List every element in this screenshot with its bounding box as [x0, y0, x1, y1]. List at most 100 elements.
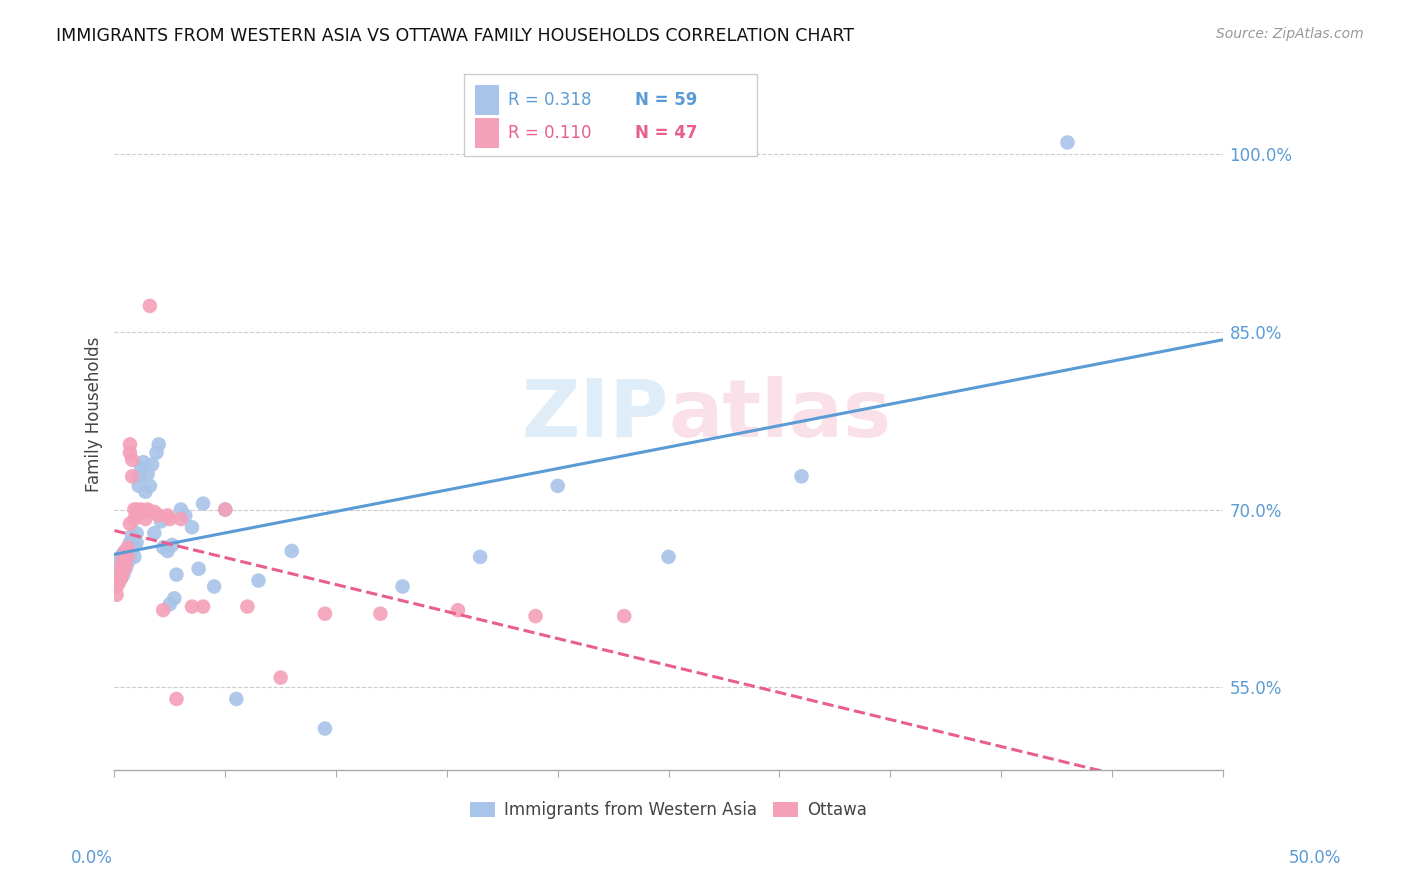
- Text: Source: ZipAtlas.com: Source: ZipAtlas.com: [1216, 27, 1364, 41]
- Point: [125, 502, 148, 516]
- Point: [110, 562, 132, 576]
- Point: [139, 479, 162, 493]
- Point: [790, 469, 813, 483]
- Point: [128, 505, 150, 519]
- Point: [121, 452, 143, 467]
- Point: [391, 579, 413, 593]
- Point: [191, 599, 214, 614]
- Point: [214, 502, 236, 516]
- Point: [170, 502, 193, 516]
- Point: [128, 469, 150, 483]
- Point: [141, 458, 163, 472]
- Point: [468, 549, 491, 564]
- Point: [156, 544, 179, 558]
- Text: 0.0%: 0.0%: [70, 849, 112, 867]
- Point: [118, 535, 141, 549]
- Point: [118, 437, 141, 451]
- Point: [225, 692, 247, 706]
- Point: [370, 607, 392, 621]
- Point: [129, 502, 152, 516]
- Point: [105, 574, 128, 588]
- Point: [117, 556, 139, 570]
- Point: [148, 437, 170, 451]
- Point: [214, 502, 236, 516]
- Point: [236, 599, 259, 614]
- Point: [108, 576, 131, 591]
- Point: [125, 526, 148, 541]
- Point: [280, 544, 302, 558]
- Point: [524, 609, 547, 624]
- Point: [112, 564, 135, 578]
- Text: IMMIGRANTS FROM WESTERN ASIA VS OTTAWA FAMILY HOUSEHOLDS CORRELATION CHART: IMMIGRANTS FROM WESTERN ASIA VS OTTAWA F…: [56, 27, 855, 45]
- Point: [110, 571, 132, 585]
- Point: [129, 461, 152, 475]
- Point: [132, 455, 155, 469]
- Point: [110, 559, 132, 574]
- Point: [112, 546, 135, 560]
- Point: [166, 692, 188, 706]
- Point: [314, 607, 336, 621]
- Point: [125, 535, 148, 549]
- Point: [134, 512, 156, 526]
- Point: [149, 514, 172, 528]
- Point: [145, 445, 167, 459]
- Point: [112, 567, 135, 582]
- Text: R = 0.318: R = 0.318: [508, 91, 592, 109]
- Point: [117, 549, 139, 564]
- Point: [152, 603, 174, 617]
- Point: [1056, 136, 1078, 150]
- Point: [143, 505, 166, 519]
- Point: [114, 552, 136, 566]
- Text: atlas: atlas: [668, 376, 891, 454]
- Point: [191, 497, 214, 511]
- Text: R = 0.110: R = 0.110: [508, 124, 592, 142]
- Point: [547, 479, 569, 493]
- Point: [121, 469, 143, 483]
- Text: 50.0%: 50.0%: [1288, 849, 1341, 867]
- Point: [166, 567, 188, 582]
- Point: [121, 544, 143, 558]
- Point: [114, 544, 136, 558]
- Point: [187, 562, 209, 576]
- Point: [181, 599, 204, 614]
- Point: [117, 541, 139, 555]
- Point: [112, 552, 135, 566]
- Point: [156, 508, 179, 523]
- Point: [118, 516, 141, 531]
- Point: [160, 538, 183, 552]
- FancyBboxPatch shape: [464, 74, 758, 155]
- Point: [136, 502, 159, 516]
- Point: [163, 591, 186, 606]
- Point: [124, 549, 146, 564]
- Point: [110, 549, 132, 564]
- Point: [174, 508, 197, 523]
- Point: [114, 562, 136, 576]
- Point: [181, 520, 204, 534]
- Point: [134, 484, 156, 499]
- FancyBboxPatch shape: [475, 85, 499, 115]
- Point: [613, 609, 636, 624]
- Point: [118, 541, 141, 555]
- Point: [247, 574, 270, 588]
- Point: [108, 567, 131, 582]
- Point: [170, 512, 193, 526]
- Point: [121, 538, 143, 552]
- Point: [105, 588, 128, 602]
- Point: [118, 549, 141, 564]
- Point: [314, 722, 336, 736]
- Point: [108, 556, 131, 570]
- Y-axis label: Family Households: Family Households: [86, 337, 103, 492]
- Point: [152, 541, 174, 555]
- Point: [657, 549, 679, 564]
- Point: [118, 445, 141, 459]
- Point: [105, 579, 128, 593]
- Point: [114, 544, 136, 558]
- Point: [270, 671, 292, 685]
- Point: [159, 597, 181, 611]
- Point: [112, 556, 135, 570]
- Point: [121, 528, 143, 542]
- Text: N = 59: N = 59: [636, 91, 697, 109]
- Point: [124, 538, 146, 552]
- Point: [148, 508, 170, 523]
- Point: [159, 512, 181, 526]
